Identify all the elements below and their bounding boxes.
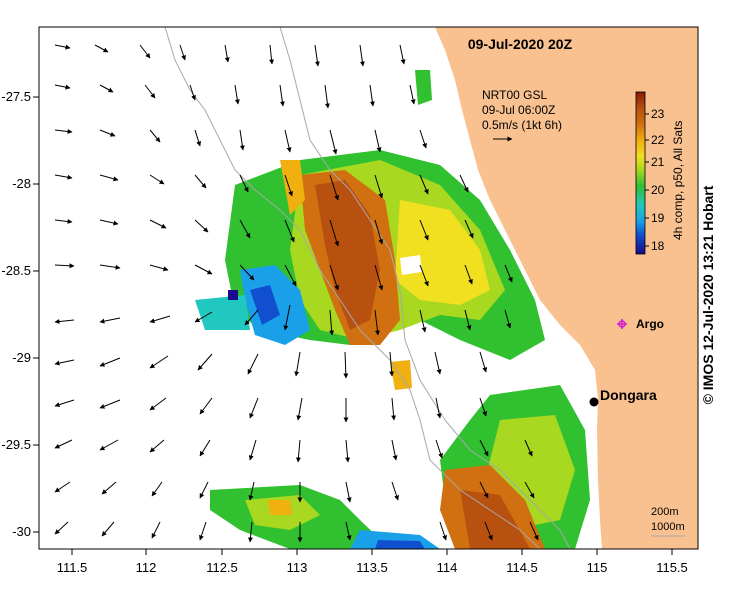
x-tick-label: 112: [136, 560, 157, 575]
colorbar-label: 4h comp, p50, All Sats: [671, 121, 685, 240]
x-tick-label: 114.5: [506, 560, 538, 575]
colorbar-tick-label: 19: [651, 211, 665, 225]
colorbar: [635, 91, 646, 255]
y-tick-label: -28.5: [1, 263, 31, 278]
contour-legend-200m: 200m: [651, 506, 679, 518]
x-tick-label: 114: [437, 560, 458, 575]
current-vectors: [54, 44, 539, 543]
contour-legend-1000m: 1000m: [651, 521, 685, 533]
x-tick-label: 112.5: [206, 560, 238, 575]
x-tick-label: 111.5: [57, 560, 88, 575]
credit-text: © IMOS 12-Jul-2020 13:21 Hobart: [700, 185, 716, 405]
map-title: 09-Jul-2020 20Z: [468, 36, 573, 52]
land-mass: [435, 27, 698, 549]
argo-label: Argo: [636, 317, 664, 331]
x-axis: [71, 549, 673, 555]
vector-legend-time: 09-Jul 06:00Z: [482, 103, 555, 117]
dongara-label: Dongara: [600, 387, 657, 403]
y-tick-label: -27.5: [1, 89, 31, 104]
x-tick-label: 115.5: [656, 560, 688, 575]
x-tick-label: 113: [287, 560, 308, 575]
colorbar-tick-label: 18: [651, 239, 665, 253]
x-tick-label: 113.5: [356, 560, 388, 575]
dongara-marker: [589, 397, 599, 407]
x-tick-label: 115: [587, 560, 608, 575]
y-tick-label: -30: [12, 524, 31, 539]
plot-frame: [38, 26, 699, 550]
y-tick-label: -29.5: [1, 437, 31, 452]
vector-legend-scale: 0.5m/s (1kt 6h): [482, 118, 562, 132]
colorbar-ticks: [645, 113, 649, 247]
y-tick-label: -28: [12, 176, 31, 191]
isobath-contours: [164, 27, 571, 549]
colorbar-tick-label: 21: [651, 155, 665, 169]
argo-marker: [617, 319, 627, 329]
colorbar-tick-label: 20: [651, 183, 665, 197]
y-tick-label: -29: [12, 350, 31, 365]
y-axis: [33, 96, 39, 533]
colorbar-tick-label: 23: [651, 107, 665, 121]
sst-field: [195, 70, 590, 549]
vector-legend-source: NRT00 GSL: [482, 88, 547, 102]
colorbar-tick-label: 22: [651, 133, 665, 147]
